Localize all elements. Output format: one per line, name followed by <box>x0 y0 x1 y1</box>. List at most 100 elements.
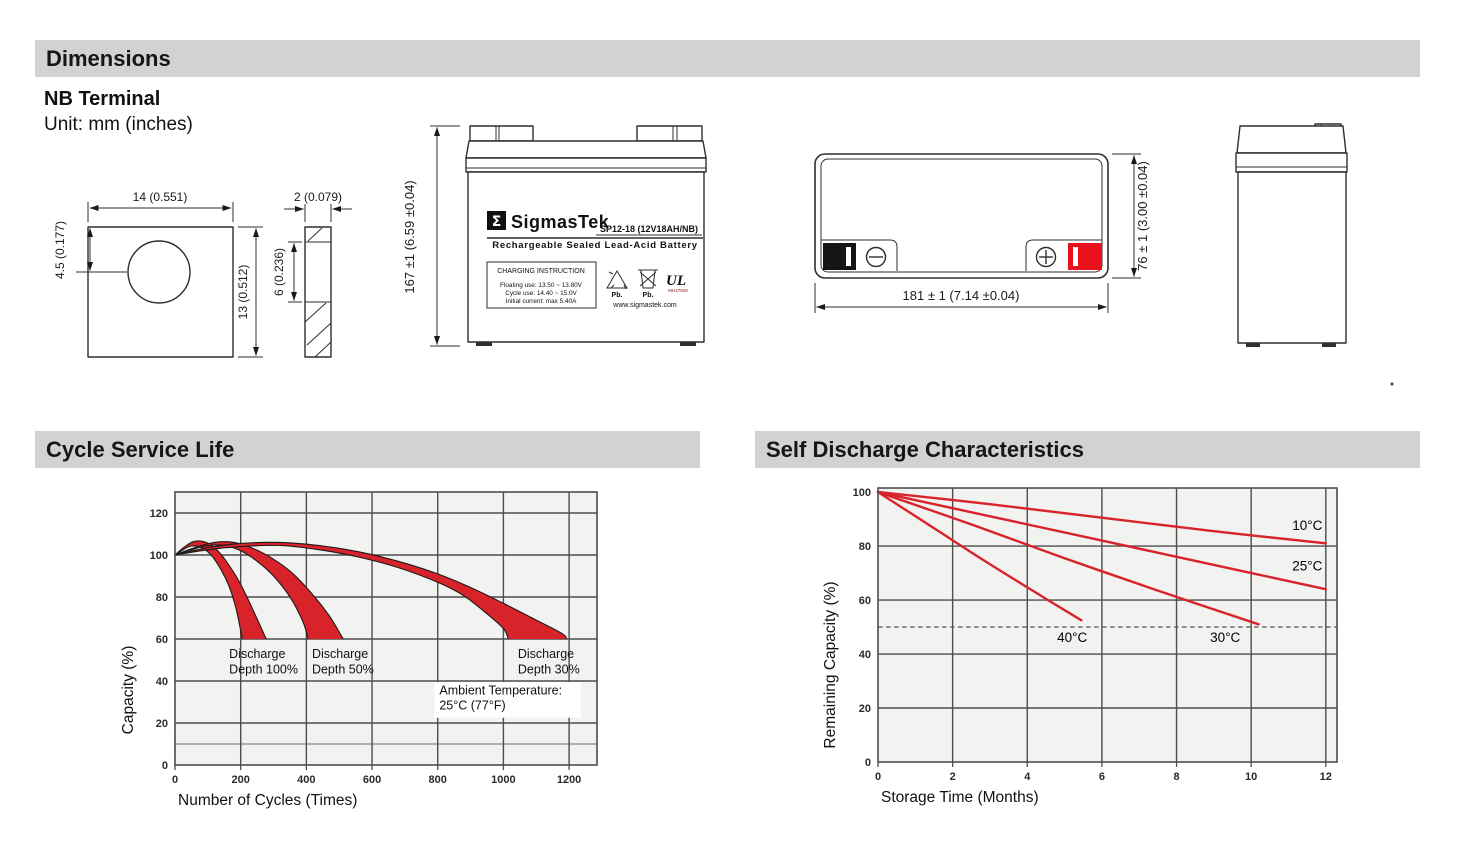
ul-mark-icon: UL MH47929 <box>666 273 688 293</box>
y-tick-label: 40 <box>859 649 871 661</box>
x-tick-label: 200 <box>232 774 250 786</box>
x-axis-title: Number of Cycles (Times) <box>178 792 357 809</box>
band-lower-edge-0 <box>174 545 243 640</box>
section-header-self-discharge: Self Discharge Characteristics <box>755 431 1420 468</box>
x-tick-label: 1200 <box>557 774 581 786</box>
annotation-2-line-0: Discharge <box>518 647 574 661</box>
series-label-1: 25°C <box>1292 558 1322 573</box>
section-header-dimensions: Dimensions <box>35 40 1420 77</box>
section-header-cycle-service-life: Cycle Service Life <box>35 431 700 468</box>
plot-border <box>877 487 1338 763</box>
x-axis-title: Storage Time (Months) <box>881 789 1039 806</box>
model-number: SP12-18 (12V18AH/NB) <box>600 224 698 234</box>
series-line-0 <box>876 490 1327 545</box>
section-title-self-discharge: Self Discharge Characteristics <box>766 436 1084 462</box>
unit-label: Unit: mm (inches) <box>44 114 193 135</box>
dimension-drawings: 14 (0.551) 4.5 (0.177) 13 (0.512) 2 (0.0… <box>53 123 1394 386</box>
series-label-0: 10°C <box>1292 518 1322 533</box>
annotation-3-line-0: Ambient Temperature: <box>439 684 562 698</box>
battery-side-view <box>1235 123 1348 347</box>
battery-top-view: 181 ± 1 (7.14 ±0.04) 76 ± 1 (3.00 ±0.04) <box>814 153 1150 313</box>
dim-terminal-width: 14 (0.551) <box>133 190 188 204</box>
annotation-1-line-1: Depth 50% <box>312 663 374 677</box>
annotation-0-line-1: Depth 100% <box>229 663 298 677</box>
y-tick-label: 0 <box>865 757 871 769</box>
plot-background <box>878 488 1337 762</box>
band-fill-0 <box>175 540 267 639</box>
x-tick-label: 1000 <box>491 774 515 786</box>
x-tick-label: 400 <box>297 774 315 786</box>
charging-title: CHARGING INSTRUCTION <box>497 268 585 275</box>
dim-terminal-mid: 6 (0.236) <box>272 248 286 296</box>
charging-line-2: Cycle use: 14.40 ~ 15.0V <box>505 290 577 297</box>
band-lower-edge-2 <box>174 544 509 640</box>
annotation-0-line-0: Discharge <box>229 647 285 661</box>
y-axis-title: Remaining Capacity (%) <box>822 581 839 748</box>
x-tick-label: 600 <box>363 774 381 786</box>
y-tick-label: 0 <box>162 760 168 772</box>
plus-icon <box>1039 250 1053 264</box>
y-tick-label: 80 <box>859 541 871 553</box>
x-tick-label: 2 <box>950 771 956 783</box>
y-tick-label: 20 <box>859 703 871 715</box>
brand-name: SigmasTek <box>511 212 610 232</box>
band-upper-edge-0 <box>174 540 267 640</box>
charging-line-3: Initial current: max 5.40A <box>506 298 577 305</box>
sigma-logo-icon <box>487 211 506 230</box>
dim-battery-width: 76 ± 1 (3.00 ±0.04) <box>1135 161 1150 271</box>
battery-subtitle: Rechargeable Sealed Lead-Acid Battery <box>492 240 697 251</box>
y-tick-label: 100 <box>853 487 871 499</box>
self-discharge-chart: 10°C 25°C 30°C 40°C 0 2 4 6 8 10 12 0 20 40 60 80 100 Sto… <box>822 487 1338 806</box>
svg-text:Σ: Σ <box>492 214 502 230</box>
x-tick-label: 0 <box>172 774 178 786</box>
annotation-1-line-0: Discharge <box>312 647 368 661</box>
x-tick-label: 0 <box>875 771 881 783</box>
charging-line-1: Floating use: 13.50 ~ 13.80V <box>500 282 583 289</box>
battery-label: Σ SigmasTek SP12-18 (12V18AH/NB) Recharg… <box>486 211 703 309</box>
dim-battery-height: 167 ±1 (6.59 ±0.04) <box>402 180 417 293</box>
website-text: www.sigmastek.com <box>612 302 677 309</box>
x-tick-label: 8 <box>1173 771 1179 783</box>
series-label-2: 30°C <box>1210 630 1240 645</box>
x-tick-label: 12 <box>1320 771 1332 783</box>
stray-mark <box>1390 382 1394 386</box>
y-tick-label: 60 <box>156 634 168 646</box>
pb-bin-icon: Pb. <box>638 269 658 299</box>
x-tick-label: 6 <box>1099 771 1105 783</box>
svg-text:MH47929: MH47929 <box>668 288 688 293</box>
pb-recycle-icon: Pb. <box>606 270 628 299</box>
y-tick-label: 40 <box>156 676 168 688</box>
x-tick-label: 800 <box>429 774 447 786</box>
band-lower-edge-1 <box>174 544 309 640</box>
y-tick-label: 120 <box>150 508 168 520</box>
y-tick-label: 20 <box>156 718 168 730</box>
band-fill-1 <box>175 541 344 639</box>
series-line-1 <box>876 490 1327 591</box>
section-title-cycle: Cycle Service Life <box>46 436 235 462</box>
battery-front-view: 167 ±1 (6.59 ±0.04) Σ SigmasTek SP12-18 … <box>402 125 707 347</box>
negative-terminal <box>823 243 856 270</box>
annotation-bg <box>434 682 581 718</box>
dim-terminal-height: 13 (0.512) <box>236 265 250 320</box>
y-axis-title: Capacity (%) <box>120 646 137 735</box>
terminal-side-drawing: 2 (0.079) 6 (0.236) <box>272 190 352 358</box>
x-tick-label: 10 <box>1245 771 1257 783</box>
series-label-3: 40°C <box>1057 630 1087 645</box>
dim-battery-length: 181 ± 1 (7.14 ±0.04) <box>903 288 1020 303</box>
y-tick-label: 80 <box>156 592 168 604</box>
dim-terminal-thickness: 2 (0.079) <box>294 190 342 204</box>
annotation-3-line-1: 25°C (77°F) <box>439 698 505 712</box>
plot-border <box>174 491 598 766</box>
terminal-type-label: NB Terminal <box>44 88 161 110</box>
terminal-hole <box>127 240 191 304</box>
band-upper-edge-2 <box>174 541 567 640</box>
terminal-front-drawing: 14 (0.551) 4.5 (0.177) 13 (0.512) <box>53 190 263 358</box>
series-line-2 <box>876 490 1260 626</box>
band-upper-edge-1 <box>174 541 344 640</box>
svg-text:Pb.: Pb. <box>612 292 623 299</box>
dim-terminal-hole-offset: 4.5 (0.177) <box>53 221 67 279</box>
band-fill-2 <box>175 542 567 639</box>
cycle-service-life-chart: 0 200 400 600 800 1000 1200 0 20 40 60 80 100 120 Numb… <box>120 491 598 809</box>
svg-text:UL: UL <box>666 273 686 289</box>
